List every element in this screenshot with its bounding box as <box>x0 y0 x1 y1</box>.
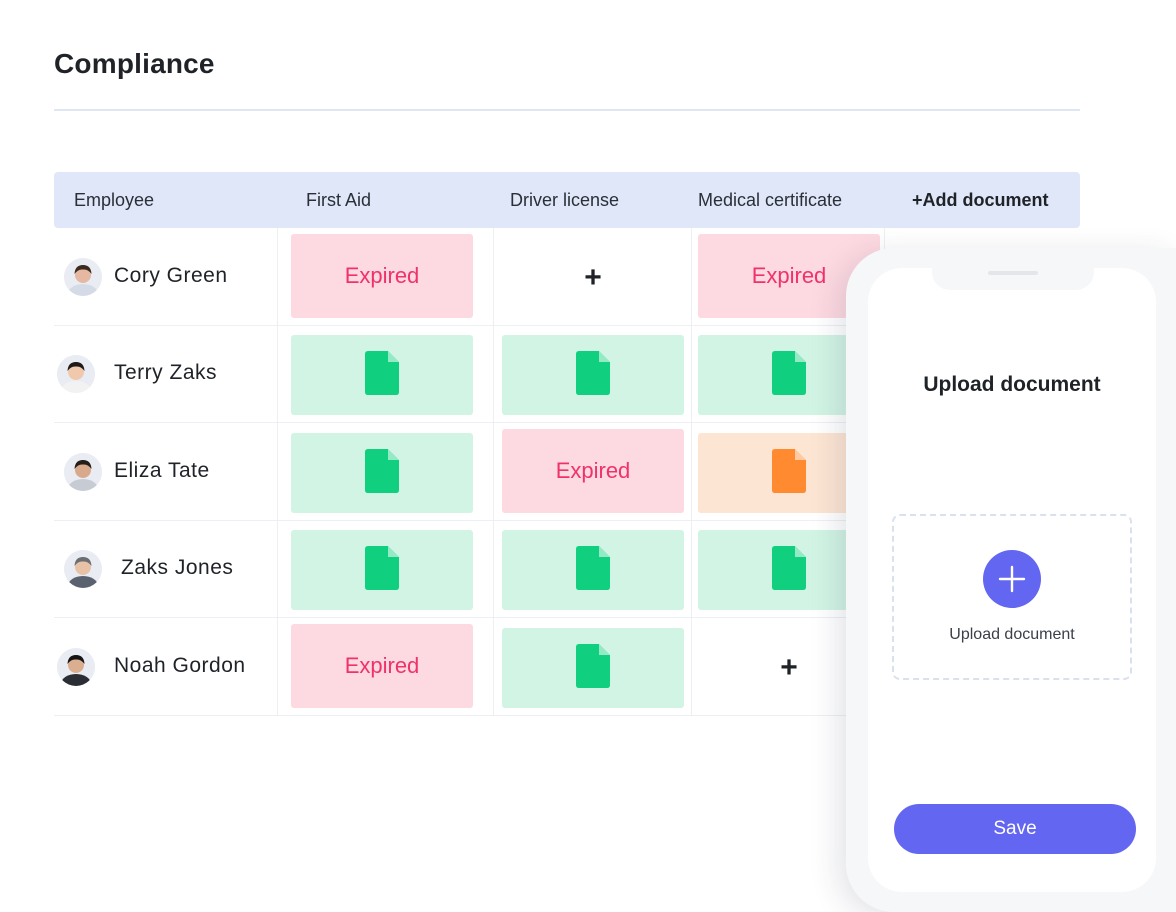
add-document-button[interactable]: +Add document <box>912 190 1049 210</box>
employee-cell: Zaks Jones <box>54 520 278 617</box>
avatar <box>64 453 102 491</box>
dialog-title: Upload document <box>923 373 1101 396</box>
expired-label: Expired <box>555 458 631 483</box>
column-divider <box>691 228 692 716</box>
employee-name[interactable]: Cory Green <box>114 264 228 287</box>
first-aid-cell[interactable] <box>291 530 473 610</box>
document-icon <box>772 448 806 498</box>
document-icon <box>365 350 399 400</box>
employee-name[interactable]: Eliza Tate <box>114 459 210 482</box>
expired-label: Expired <box>751 263 827 288</box>
avatar <box>64 550 102 588</box>
employee-name[interactable]: Zaks Jones <box>121 556 234 579</box>
header-employee: Employee <box>74 190 155 210</box>
header-first-aid: First Aid <box>306 190 372 210</box>
table-row: Noah Gordon Expired + <box>54 618 1080 715</box>
document-icon <box>365 545 399 595</box>
header-medical-certificate: Medical certificate <box>698 190 843 210</box>
driver-license-cell[interactable]: Expired <box>502 429 684 513</box>
first-aid-cell[interactable] <box>291 433 473 513</box>
row-divider <box>54 422 884 423</box>
document-icon <box>365 448 399 498</box>
table-row: Cory Green Expired + Expired <box>54 228 1080 325</box>
first-aid-cell[interactable]: Expired <box>291 234 473 318</box>
document-icon <box>772 545 806 595</box>
driver-license-cell[interactable] <box>502 628 684 708</box>
upload-dropzone[interactable]: Upload document <box>892 514 1132 680</box>
column-divider <box>493 228 494 716</box>
plus-icon[interactable]: + <box>584 261 602 294</box>
document-icon <box>772 350 806 400</box>
driver-license-cell[interactable] <box>502 530 684 610</box>
phone-notch <box>932 268 1094 290</box>
employee-name[interactable]: Terry Zaks <box>114 361 218 384</box>
expired-label: Expired <box>344 653 420 678</box>
document-icon <box>576 350 610 400</box>
row-divider <box>54 617 884 618</box>
employee-cell: Terry Zaks <box>54 325 278 422</box>
table-row: Zaks Jones <box>54 520 1080 617</box>
upload-document-dialog: Upload document Upload document Save <box>868 268 1156 892</box>
row-divider <box>54 520 884 521</box>
phone-frame: Upload document Upload document Save <box>846 248 1176 912</box>
medical-certificate-cell[interactable]: + <box>698 628 880 708</box>
dropzone-label: Upload document <box>949 626 1075 643</box>
document-icon <box>576 643 610 693</box>
employee-cell: Cory Green <box>54 228 278 325</box>
avatar <box>64 258 102 296</box>
first-aid-cell[interactable] <box>291 335 473 415</box>
header-driver-license: Driver license <box>510 190 620 210</box>
table-header: Employee First Aid Driver license Medica… <box>54 172 1080 228</box>
employee-cell: Eliza Tate <box>54 423 278 520</box>
row-divider <box>54 715 884 716</box>
expired-label: Expired <box>344 263 420 288</box>
first-aid-cell[interactable]: Expired <box>291 624 473 708</box>
driver-license-cell[interactable] <box>502 335 684 415</box>
save-button[interactable]: Save <box>894 804 1136 854</box>
page-title: Compliance <box>54 48 215 79</box>
avatar <box>57 648 95 686</box>
title-divider <box>54 109 1080 111</box>
plus-icon[interactable]: + <box>780 651 798 684</box>
employee-name[interactable]: Noah Gordon <box>114 654 246 677</box>
row-divider <box>54 325 884 326</box>
employee-cell: Noah Gordon <box>54 618 278 715</box>
column-divider <box>277 228 278 716</box>
driver-license-cell[interactable]: + <box>502 238 684 318</box>
avatar <box>57 355 95 393</box>
plus-icon[interactable] <box>983 550 1041 608</box>
document-icon <box>576 545 610 595</box>
